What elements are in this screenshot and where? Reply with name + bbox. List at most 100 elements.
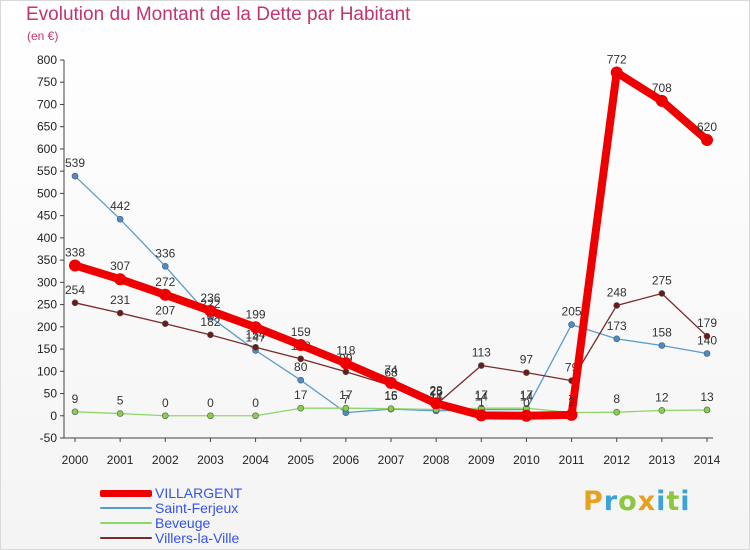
logo-letter: x [637, 486, 657, 517]
data-label: 231 [110, 293, 130, 307]
data-label: 74 [384, 363, 398, 377]
data-label: 772 [607, 52, 627, 66]
data-label: 159 [291, 325, 311, 339]
data-point [342, 404, 350, 412]
data-point [703, 406, 711, 414]
data-label: 442 [110, 199, 130, 213]
data-point [252, 412, 259, 420]
data-point [204, 304, 217, 317]
data-point [658, 407, 666, 414]
data-label: 205 [562, 305, 582, 319]
data-label: 25 [429, 385, 443, 399]
y-tick-label: 450 [37, 209, 57, 223]
y-tick-label: 600 [37, 142, 57, 156]
data-label: 0 [252, 396, 259, 410]
data-point [520, 409, 533, 422]
data-label: 5 [117, 394, 124, 408]
data-label: 620 [697, 120, 717, 134]
y-tick-label: 150 [37, 342, 57, 356]
data-point [701, 134, 713, 147]
x-tick-label: 2005 [287, 453, 314, 467]
legend-swatch [100, 537, 152, 539]
legend-swatch [100, 490, 152, 497]
data-label: 275 [652, 273, 672, 287]
data-point [613, 408, 621, 416]
data-point [116, 215, 124, 223]
legend-swatch [100, 522, 152, 524]
data-point [475, 409, 488, 422]
data-label: 179 [697, 316, 717, 330]
y-tick-label: 400 [37, 231, 57, 245]
data-label: 14 [520, 390, 534, 404]
x-tick-label: 2011 [559, 453, 585, 467]
x-tick-label: 2000 [62, 453, 89, 467]
data-label: 8 [613, 392, 620, 406]
data-point [477, 362, 485, 369]
y-tick-label: 350 [37, 253, 57, 267]
logo-letter: i [680, 486, 691, 517]
data-point [565, 408, 578, 421]
series-beveuge: 9 5 0 0 017 17 16 14 17 17 7 8 12 13 [71, 388, 714, 420]
data-point [658, 342, 666, 349]
data-label: 0 [523, 396, 530, 410]
data-point [613, 335, 621, 343]
data-point [69, 259, 81, 272]
legend-swatch [100, 507, 152, 509]
data-label: 28 [429, 383, 443, 397]
data-point [114, 273, 127, 286]
data-label: 97 [520, 353, 534, 367]
logo-letter: i [656, 486, 667, 517]
x-tick-label: 2004 [242, 453, 269, 467]
x-tick-label: 2013 [649, 453, 676, 467]
y-tick-label: 200 [37, 320, 57, 334]
data-label: 12 [655, 390, 669, 404]
data-point [297, 404, 305, 412]
data-point [297, 355, 305, 363]
data-point [430, 397, 443, 410]
data-point [116, 309, 124, 317]
logo-letter: r [603, 486, 619, 517]
y-tick-label: 650 [37, 120, 57, 134]
data-label: 68 [384, 366, 398, 380]
data-label: 17 [339, 388, 353, 402]
y-tick-label: 0 [50, 409, 57, 423]
x-tick-label: 2012 [603, 453, 630, 467]
logo-letter: t [666, 486, 681, 517]
y-tick-label: 550 [37, 164, 57, 178]
data-label: 17 [520, 388, 534, 402]
data-label: 182 [200, 315, 220, 329]
data-label: 7 [343, 393, 350, 407]
data-label: 0 [162, 396, 169, 410]
data-label: 147 [246, 330, 266, 344]
x-tick-label: 2002 [152, 453, 179, 467]
data-point [207, 331, 214, 339]
x-tick-label: 2007 [378, 453, 405, 467]
proxiti-logo: Proxiti [583, 486, 691, 517]
chart-unit-label: (en €) [27, 29, 59, 43]
data-label: 118 [336, 343, 355, 357]
data-label: 254 [65, 283, 85, 297]
data-point [613, 302, 621, 309]
x-tick-label: 2008 [423, 453, 450, 467]
data-label: 539 [65, 156, 85, 170]
data-label: 15 [384, 389, 398, 403]
data-point [294, 339, 307, 352]
data-point [71, 408, 79, 416]
x-tick-label: 2014 [694, 453, 721, 467]
data-label: 14 [475, 390, 489, 404]
data-point [161, 320, 169, 328]
data-point [610, 66, 623, 79]
data-label: 338 [65, 245, 85, 259]
data-point [252, 343, 259, 351]
x-tick-label: 2009 [468, 453, 495, 467]
data-label: 2 [568, 395, 575, 409]
logo-letter: P [583, 486, 604, 517]
data-label: 16 [384, 389, 398, 403]
data-point [385, 376, 397, 389]
x-tick-label: 2006 [333, 453, 360, 467]
data-point [658, 290, 666, 297]
data-label: 199 [246, 307, 266, 321]
data-point [161, 412, 169, 420]
